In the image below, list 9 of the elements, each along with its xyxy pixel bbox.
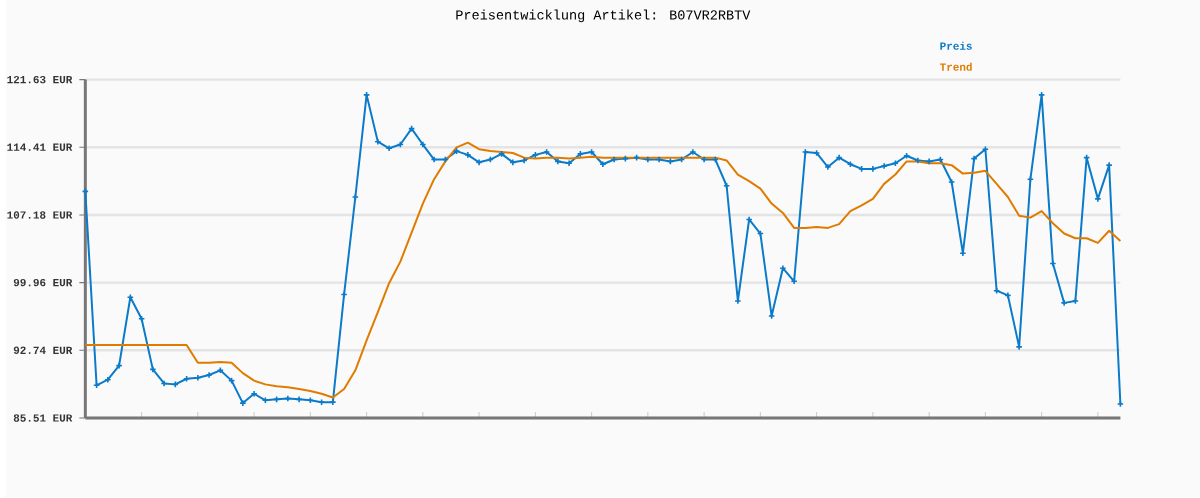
y-tick-label: 99.96 EUR xyxy=(13,279,73,287)
y-tick-label: 114.41 EUR xyxy=(7,143,73,152)
y-tick-label: 85.51 EUR xyxy=(13,414,73,422)
y-tick-label: 107.18 EUR xyxy=(7,211,73,219)
text: Trend xyxy=(939,62,972,71)
y-tick-label: 92.74 EUR xyxy=(13,346,73,355)
y-tick-label: 121.63 EUR xyxy=(7,76,73,84)
chart-title: Preisentwicklung Artikel: B07VR2RBTV xyxy=(456,9,751,23)
text: Preis xyxy=(940,41,972,50)
